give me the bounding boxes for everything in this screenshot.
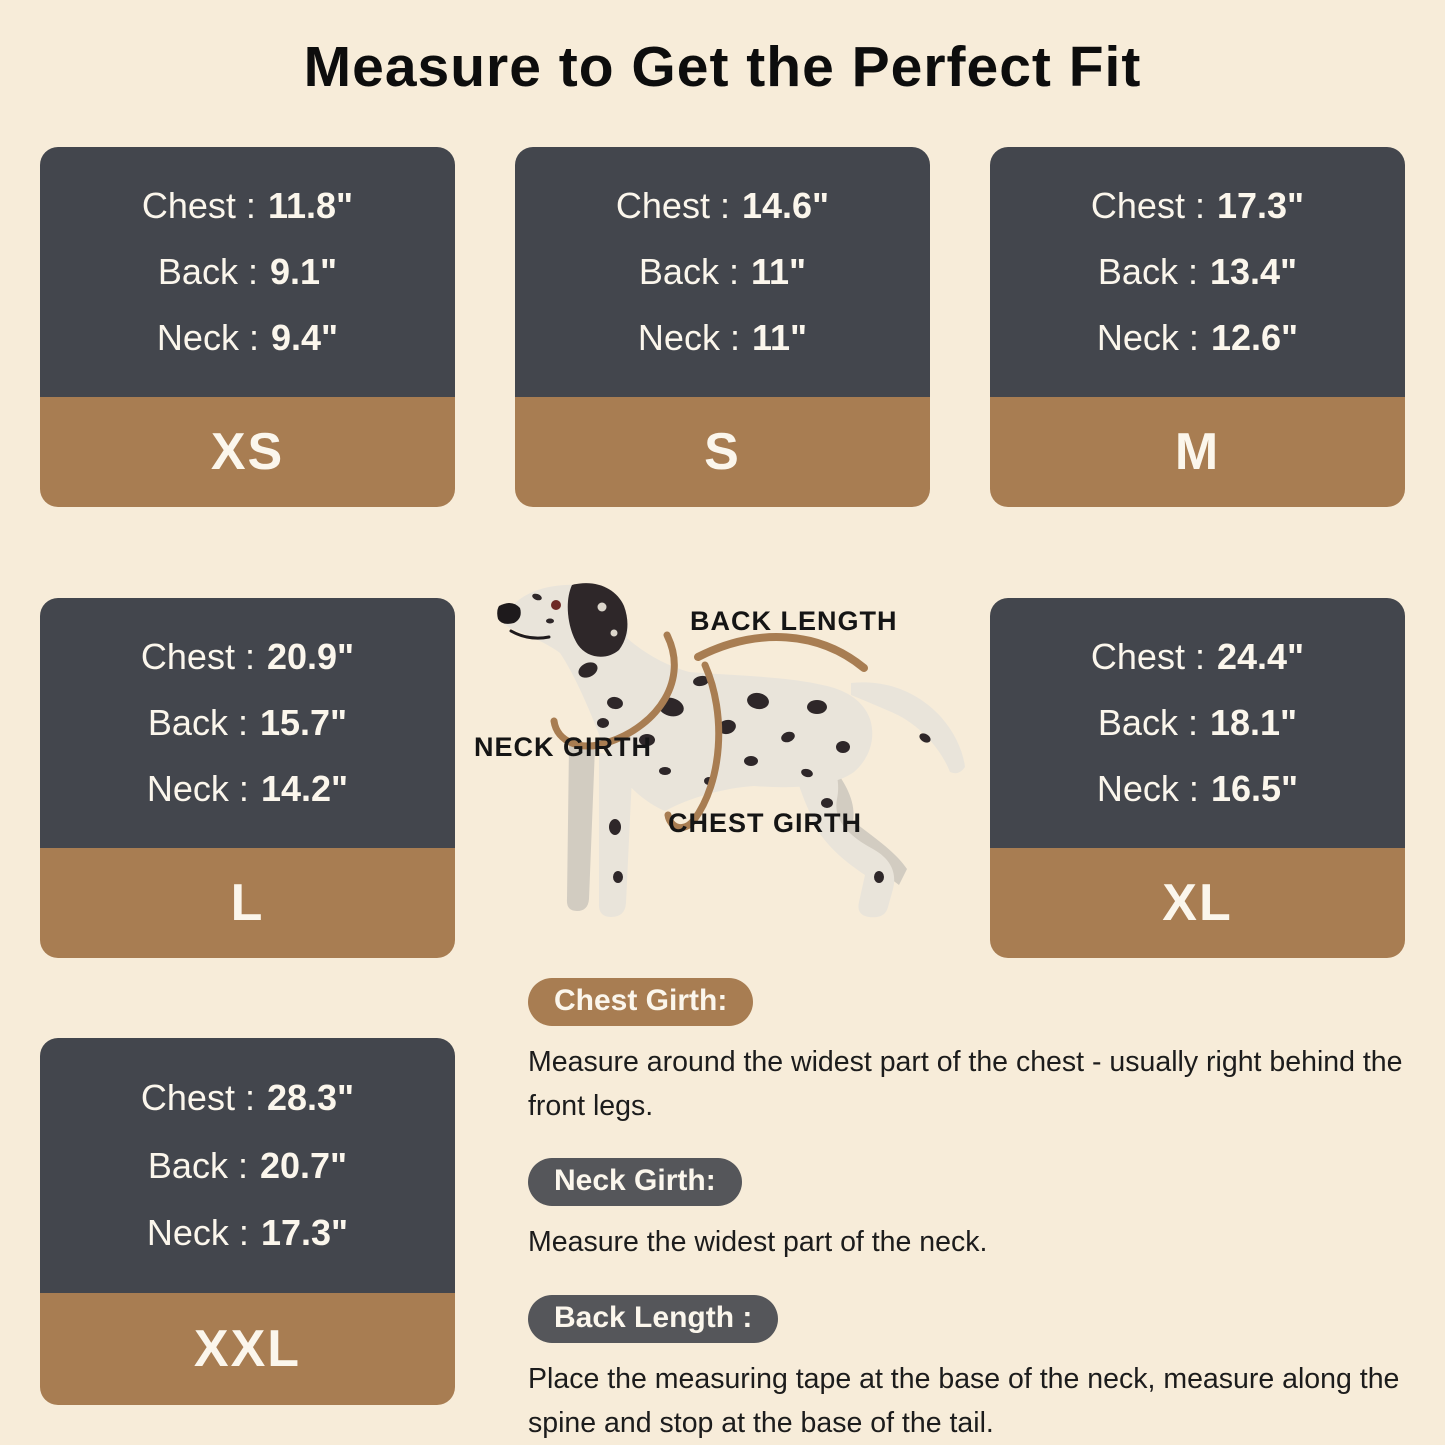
chest-girth-description: Measure around the widest part of the ch… <box>528 1046 1403 1123</box>
dog-illustration <box>455 575 985 975</box>
size-card-specs: Chest : 11.8" Back : 9.1" Neck : 9.4" <box>40 147 455 397</box>
spec-row-chest: Chest : 24.4" <box>1091 636 1304 678</box>
spec-label: Back : <box>147 702 248 743</box>
spec-row-neck: Neck : 11" <box>638 317 807 359</box>
size-card-xl: Chest : 24.4" Back : 18.1" Neck : 16.5" XL <box>990 598 1405 958</box>
size-band: XXL <box>40 1293 455 1405</box>
back-length-label: BACK LENGTH <box>690 606 898 636</box>
spec-row-back: Back : 15.7" <box>148 702 347 744</box>
guide-neck-girth: Neck Girth: Measure the widest part of t… <box>528 1158 1428 1264</box>
spec-row-neck: Neck : 12.6" <box>1097 317 1298 359</box>
spec-value: 17.3" <box>1216 185 1305 226</box>
neck-girth-line <box>550 631 678 750</box>
spec-value: 20.9" <box>266 636 355 677</box>
back-length-line <box>694 633 868 672</box>
size-card-specs: Chest : 28.3" Back : 20.7" Neck : 17.3" <box>40 1038 455 1293</box>
spec-label: Chest : <box>140 636 255 677</box>
size-label-s: S <box>704 423 741 481</box>
spec-row-back: Back : 18.1" <box>1098 702 1297 744</box>
measuring-guide: Chest Girth: Measure around the widest p… <box>528 978 1428 1445</box>
spec-label: Back : <box>1097 702 1198 743</box>
size-card-m: Chest : 17.3" Back : 13.4" Neck : 12.6" M <box>990 147 1405 507</box>
spec-value: 15.7" <box>259 702 348 743</box>
size-card-xs: Chest : 11.8" Back : 9.1" Neck : 9.4" XS <box>40 147 455 507</box>
spec-row-back: Back : 20.7" <box>148 1145 347 1187</box>
page-title: Measure to Get the Perfect Fit <box>303 35 1142 99</box>
spec-value: 11" <box>751 317 808 358</box>
spec-row-neck: Neck : 14.2" <box>147 768 348 810</box>
size-label-xs: XS <box>210 423 285 481</box>
spec-label: Neck : <box>146 1211 249 1253</box>
size-band: XL <box>990 848 1405 958</box>
chest-girth-heading: Chest Girth: <box>528 978 754 1026</box>
spec-row-chest: Chest : 20.9" <box>141 636 354 678</box>
spec-label: Chest : <box>615 185 730 226</box>
size-card-xxl: Chest : 28.3" Back : 20.7" Neck : 17.3" XXL <box>40 1038 455 1405</box>
spec-label: Chest : <box>140 1077 255 1119</box>
spec-value: 14.6" <box>741 185 830 226</box>
spec-row-chest: Chest : 11.8" <box>142 185 353 227</box>
spec-value: 18.1" <box>1209 702 1298 743</box>
neck-girth-heading: Neck Girth: <box>528 1158 742 1207</box>
spec-label: Neck : <box>1096 317 1199 358</box>
spec-label: Back : <box>1097 251 1198 292</box>
back-length-heading: Back Length : <box>528 1294 779 1343</box>
guide-chest-girth: Chest Girth: Measure around the widest p… <box>528 978 1428 1128</box>
spec-label: Neck : <box>146 768 249 809</box>
neck-girth-description: Measure the widest part of the neck. <box>528 1226 988 1259</box>
size-label-xl: XL <box>1162 874 1233 932</box>
size-label-m: M <box>1174 423 1221 481</box>
size-card-specs: Chest :14.6" Back :11" Neck :11" <box>515 147 930 397</box>
size-card-specs: Chest : 17.3" Back : 13.4" Neck : 12.6" <box>990 147 1405 397</box>
neck-girth-label: NECK GIRTH <box>474 732 652 762</box>
spec-value: 11.8" <box>267 185 354 226</box>
spec-label: Chest : <box>1090 636 1205 677</box>
spec-label: Back : <box>157 251 258 292</box>
spec-label: Back : <box>147 1144 248 1186</box>
chest-girth-line <box>664 661 723 832</box>
size-band: L <box>40 848 455 958</box>
back-length-description: Place the measuring tape at the base of … <box>528 1362 1400 1439</box>
spec-row-neck: Neck : 16.5" <box>1097 768 1298 810</box>
spec-value: 13.4" <box>1209 251 1298 292</box>
spec-value: 14.2" <box>260 768 349 809</box>
size-label-l: L <box>230 874 265 932</box>
size-card-s: Chest :14.6" Back :11" Neck :11" S <box>515 147 930 507</box>
spec-row-chest: Chest : 17.3" <box>1091 185 1304 227</box>
spec-row-chest: Chest : 28.3" <box>141 1077 354 1119</box>
size-band: XS <box>40 397 455 507</box>
spec-value: 20.7" <box>259 1144 348 1186</box>
size-card-specs: Chest : 20.9" Back : 15.7" Neck : 14.2" <box>40 598 455 848</box>
spec-value: 9.4" <box>270 317 339 358</box>
chest-girth-label: CHEST GIRTH <box>668 808 863 838</box>
spec-label: Chest : <box>1090 185 1205 226</box>
spec-row-back: Back : 11" <box>639 251 806 293</box>
spec-row-chest: Chest : 14.6" <box>616 185 829 227</box>
spec-value: 12.6" <box>1210 317 1299 358</box>
guide-back-length: Back Length : Place the measuring tape a… <box>528 1294 1428 1445</box>
spec-label: Neck : <box>1096 768 1199 809</box>
spec-label: Back : <box>638 251 739 292</box>
size-label-xxl: XXL <box>193 1320 302 1378</box>
spec-value: 11" <box>750 251 807 292</box>
spec-row-neck: Neck : 9.4" <box>157 317 338 359</box>
size-card-l: Chest : 20.9" Back : 15.7" Neck : 14.2" L <box>40 598 455 958</box>
size-card-specs: Chest : 24.4" Back : 18.1" Neck : 16.5" <box>990 598 1405 848</box>
spec-row-back: Back : 9.1" <box>158 251 337 293</box>
spec-value: 28.3" <box>266 1077 355 1119</box>
spec-row-back: Back : 13.4" <box>1098 251 1297 293</box>
size-band: M <box>990 397 1405 507</box>
size-band: S <box>515 397 930 507</box>
spec-label: Neck : <box>156 317 259 358</box>
spec-label: Chest : <box>141 185 256 226</box>
spec-row-neck: Neck : 17.3" <box>147 1212 348 1254</box>
spec-label: Neck : <box>637 317 740 358</box>
spec-value: 16.5" <box>1210 768 1299 809</box>
spec-value: 17.3" <box>260 1211 349 1253</box>
spec-value: 9.1" <box>269 251 338 292</box>
spec-value: 24.4" <box>1216 636 1305 677</box>
